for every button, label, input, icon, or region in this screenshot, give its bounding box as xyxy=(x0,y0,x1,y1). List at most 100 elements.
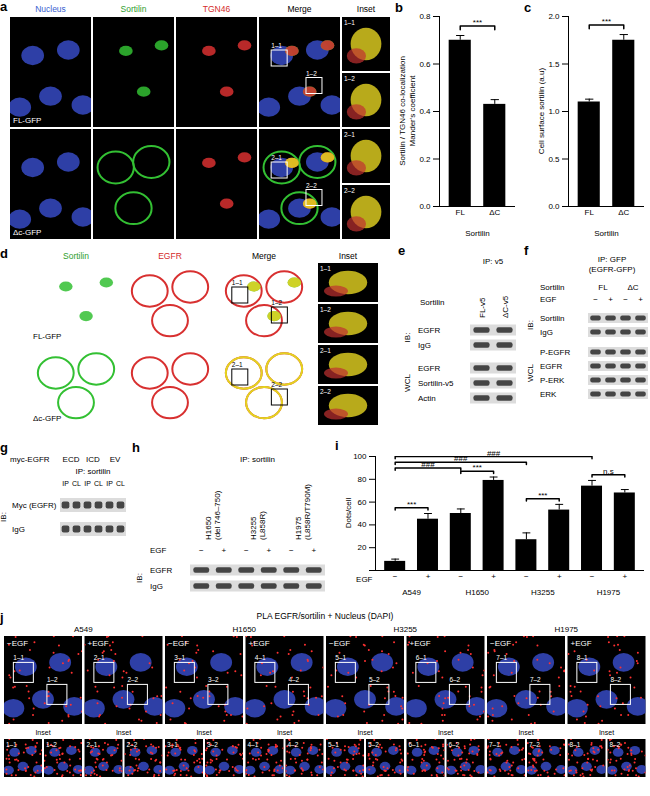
svg-text:###: ### xyxy=(487,449,501,458)
svg-text:f: f xyxy=(524,243,529,258)
svg-text:+EGF: +EGF xyxy=(88,639,109,648)
svg-text:1–2: 1–2 xyxy=(320,306,331,313)
svg-text:CL: CL xyxy=(116,480,125,487)
svg-text:5–2: 5–2 xyxy=(369,676,380,683)
svg-text:Inset: Inset xyxy=(438,729,453,736)
svg-text:Inset: Inset xyxy=(518,729,533,736)
svg-text:−EGF: −EGF xyxy=(7,639,28,648)
svg-text:n.s: n.s xyxy=(603,467,614,476)
svg-text:−EGF: −EGF xyxy=(168,639,189,648)
svg-text:EGF: EGF xyxy=(540,295,557,304)
svg-text:Sortilin: Sortilin xyxy=(63,251,89,261)
svg-text:5–1: 5–1 xyxy=(328,741,339,748)
svg-text:TGN46: TGN46 xyxy=(203,4,231,14)
svg-text:Inset: Inset xyxy=(196,729,211,736)
svg-text:IB:: IB: xyxy=(526,320,535,330)
svg-text:−EGF: −EGF xyxy=(490,639,511,648)
svg-text:IP: IP xyxy=(84,480,91,487)
svg-text:1.5: 1.5 xyxy=(548,60,560,69)
svg-text:1–1: 1–1 xyxy=(320,265,331,272)
svg-text:1–1: 1–1 xyxy=(271,42,282,49)
svg-text:1–2: 1–2 xyxy=(306,70,317,77)
svg-text:−: − xyxy=(199,546,204,555)
svg-text:###: ### xyxy=(421,460,435,469)
svg-text:IP: IP xyxy=(62,480,69,487)
svg-text:+: + xyxy=(608,295,613,304)
svg-text:2–1: 2–1 xyxy=(94,654,105,661)
svg-text:***: *** xyxy=(473,18,482,27)
svg-text:H1650: H1650 xyxy=(465,588,489,597)
svg-text:0.5: 0.5 xyxy=(548,155,560,164)
svg-text:CL: CL xyxy=(72,480,81,487)
svg-text:Inset: Inset xyxy=(116,729,131,736)
svg-text:−: − xyxy=(244,546,249,555)
svg-text:IgG: IgG xyxy=(418,341,431,350)
svg-text:5–2: 5–2 xyxy=(368,741,379,748)
svg-text:P-ERK: P-ERK xyxy=(540,376,565,385)
svg-text:Sortilin: Sortilin xyxy=(540,283,564,292)
svg-text:b: b xyxy=(395,0,403,15)
svg-text:Sortilin: Sortilin xyxy=(420,298,444,307)
svg-text:FL: FL xyxy=(598,283,608,292)
svg-text:***: *** xyxy=(538,491,547,500)
svg-text:d: d xyxy=(0,246,8,261)
svg-text:A549: A549 xyxy=(74,625,93,634)
svg-text:H3255: H3255 xyxy=(249,516,258,540)
svg-text:***: *** xyxy=(407,500,416,509)
svg-text:4–1: 4–1 xyxy=(255,654,266,661)
svg-text:1–1: 1–1 xyxy=(6,741,17,748)
svg-text:IB:: IB: xyxy=(135,573,144,583)
svg-text:ECD: ECD xyxy=(63,455,80,464)
svg-text:myc-EGFR: myc-EGFR xyxy=(10,455,50,464)
svg-text:ΔC-v5: ΔC-v5 xyxy=(501,295,510,318)
svg-text:ΔC: ΔC xyxy=(489,208,500,217)
svg-text:EGFR: EGFR xyxy=(150,566,172,575)
svg-text:0.2: 0.2 xyxy=(419,155,431,164)
svg-text:h: h xyxy=(132,440,140,455)
svg-text:IP: v5: IP: v5 xyxy=(483,257,504,266)
svg-text:Sortilin / TGN46 co-localizati: Sortilin / TGN46 co-localization xyxy=(398,56,407,166)
svg-text:H3255: H3255 xyxy=(393,625,417,634)
svg-text:+EGF: +EGF xyxy=(571,639,592,648)
svg-text:+: + xyxy=(557,572,562,581)
svg-text:0.8: 0.8 xyxy=(419,12,431,21)
svg-text:8–1: 8–1 xyxy=(570,741,581,748)
svg-text:IP: GFP: IP: GFP xyxy=(598,255,626,264)
svg-text:1–2: 1–2 xyxy=(46,741,57,748)
svg-text:EGF: EGF xyxy=(150,546,167,555)
svg-text:+: + xyxy=(266,546,271,555)
svg-text:3–2: 3–2 xyxy=(207,741,218,748)
svg-text:Inset: Inset xyxy=(35,729,50,736)
svg-text:Inset: Inset xyxy=(357,729,372,736)
svg-text:40: 40 xyxy=(358,520,367,529)
svg-text:2–2: 2–2 xyxy=(127,741,138,748)
svg-text:7–2: 7–2 xyxy=(530,676,541,683)
svg-text:###: ### xyxy=(454,454,468,463)
svg-text:H1650: H1650 xyxy=(204,516,213,540)
svg-text:CL: CL xyxy=(94,480,103,487)
svg-text:FL-v5: FL-v5 xyxy=(478,297,487,318)
svg-text:FL-GFP: FL-GFP xyxy=(13,116,41,125)
svg-text:EGFR: EGFR xyxy=(418,326,440,335)
svg-text:−: − xyxy=(524,572,529,581)
svg-text:ICD: ICD xyxy=(86,455,100,464)
svg-text:Mander's coefficient: Mander's coefficient xyxy=(408,75,417,147)
svg-text:1–1: 1–1 xyxy=(13,654,24,661)
svg-text:Myc (EGFR): Myc (EGFR) xyxy=(12,501,57,510)
svg-text:4–1: 4–1 xyxy=(248,741,259,748)
svg-text:−: − xyxy=(623,295,628,304)
svg-text:3–1: 3–1 xyxy=(174,654,185,661)
svg-text:+: + xyxy=(491,572,496,581)
svg-text:+EGF: +EGF xyxy=(249,639,270,648)
svg-text:H1650: H1650 xyxy=(232,625,256,634)
svg-text:100: 100 xyxy=(353,452,367,461)
svg-text:+EGF: +EGF xyxy=(410,639,431,648)
svg-text:FL: FL xyxy=(456,208,466,217)
svg-text:Sortilin: Sortilin xyxy=(540,314,564,323)
svg-text:a: a xyxy=(0,0,8,14)
svg-text:2–2: 2–2 xyxy=(320,388,331,395)
svg-text:2–1: 2–1 xyxy=(344,131,355,138)
svg-text:IB:: IB: xyxy=(403,333,412,343)
svg-text:FL-GFP: FL-GFP xyxy=(33,332,61,341)
svg-text:c: c xyxy=(524,0,531,15)
